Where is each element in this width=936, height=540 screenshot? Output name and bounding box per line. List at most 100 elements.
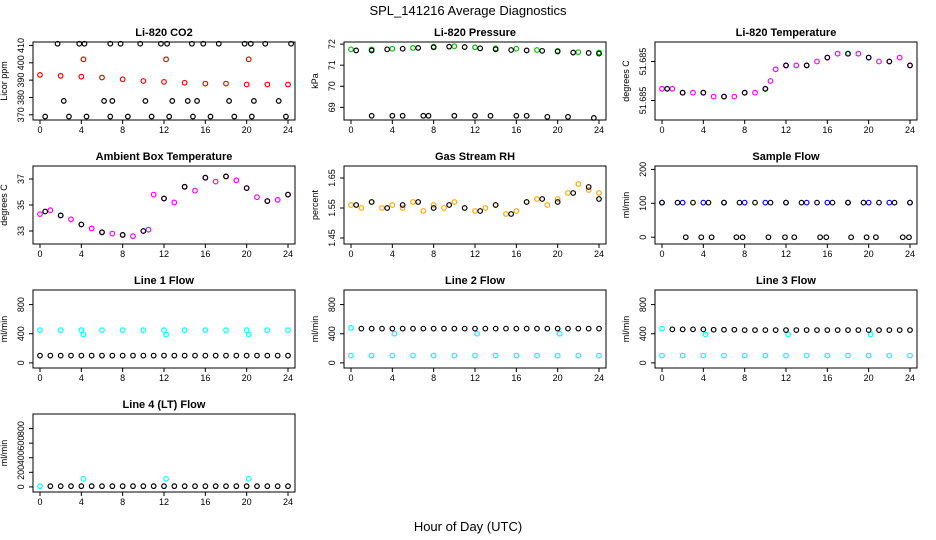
data-point xyxy=(99,327,105,333)
data-point xyxy=(585,184,592,190)
data-point xyxy=(171,483,178,490)
data-point xyxy=(425,112,432,119)
chart-panel: Ambient Box Temperature degrees C 0 4 8 12 16 2… xyxy=(0,151,296,259)
x-tick-label: 4 xyxy=(79,125,84,135)
x-tick-label: 16 xyxy=(200,497,210,507)
data-point xyxy=(145,226,152,233)
data-point xyxy=(441,325,447,332)
data-point xyxy=(474,330,480,337)
data-point xyxy=(410,325,416,332)
data-point xyxy=(124,113,131,120)
data-point xyxy=(823,234,830,241)
data-point xyxy=(119,231,126,238)
x-tick-label: 12 xyxy=(159,497,169,507)
plot-frame xyxy=(32,41,296,121)
data-point xyxy=(42,208,49,215)
data-point xyxy=(824,54,831,61)
data-point xyxy=(705,199,712,206)
data-point xyxy=(384,205,391,211)
data-point xyxy=(544,113,551,120)
x-tick-label: 4 xyxy=(390,125,395,135)
data-point xyxy=(482,325,489,332)
x-tick-label: 12 xyxy=(470,249,480,259)
data-point xyxy=(247,40,254,47)
data-point xyxy=(814,199,820,206)
figure-xlabel: Hour of Day (UTC) xyxy=(414,519,522,534)
data-point xyxy=(472,352,478,359)
data-point xyxy=(88,483,95,490)
data-point xyxy=(876,327,882,333)
data-point xyxy=(682,234,689,241)
plot-frame xyxy=(654,289,918,369)
data-point xyxy=(834,327,841,333)
data-point xyxy=(783,62,789,69)
data-point xyxy=(482,205,489,211)
x-tick-label: 24 xyxy=(283,125,293,135)
data-point xyxy=(845,327,851,333)
y-tick-label: 800 xyxy=(16,297,26,312)
data-point xyxy=(194,98,200,104)
data-point xyxy=(690,199,696,206)
data-point xyxy=(585,325,592,332)
data-point xyxy=(391,330,398,337)
data-point xyxy=(348,46,354,53)
data-point xyxy=(513,208,520,214)
data-point xyxy=(200,40,207,47)
data-point xyxy=(575,181,582,187)
data-point xyxy=(415,45,422,51)
data-point xyxy=(190,113,196,120)
data-point xyxy=(539,196,546,202)
x-tick-label: 12 xyxy=(470,373,480,383)
data-point xyxy=(275,98,282,104)
data-point xyxy=(886,58,893,65)
data-point xyxy=(867,331,874,338)
x-tick-label: 12 xyxy=(470,125,480,135)
y-tick-label: 70 xyxy=(327,81,337,91)
data-point xyxy=(710,93,717,100)
data-point xyxy=(254,352,260,359)
data-point xyxy=(659,325,665,332)
data-point xyxy=(389,325,396,332)
data-point xyxy=(80,475,87,482)
data-point xyxy=(47,207,54,214)
data-point xyxy=(420,112,427,119)
data-point xyxy=(353,47,360,54)
y-axis-label: kPa xyxy=(310,73,320,89)
data-point xyxy=(57,212,64,219)
data-point xyxy=(741,352,748,359)
y-tick-label: 0 xyxy=(638,235,648,240)
data-point xyxy=(739,234,746,241)
x-tick-label: 16 xyxy=(511,373,521,383)
data-point xyxy=(513,325,520,332)
data-point xyxy=(99,352,105,359)
x-tick-label: 4 xyxy=(701,249,706,259)
data-point xyxy=(669,326,676,333)
x-tick-label: 20 xyxy=(864,373,874,383)
data-point xyxy=(596,190,602,196)
data-point xyxy=(845,352,851,359)
y-tick-label: 100 xyxy=(638,196,648,211)
data-point xyxy=(472,325,478,332)
data-point xyxy=(410,45,416,51)
data-point xyxy=(762,327,769,333)
data-point xyxy=(99,229,105,236)
y-tick-label: 800 xyxy=(16,421,26,436)
data-point xyxy=(37,72,43,78)
data-point xyxy=(430,202,437,208)
data-point xyxy=(389,352,396,359)
panel-title: Line 3 Flow xyxy=(756,275,816,287)
data-point xyxy=(223,80,229,87)
y-tick-label: 400 xyxy=(327,326,337,341)
panel-title: Line 2 Flow xyxy=(445,275,505,287)
data-point xyxy=(865,327,872,333)
x-tick-label: 12 xyxy=(159,125,169,135)
y-tick-label: 33 xyxy=(16,226,26,236)
data-point xyxy=(140,483,147,490)
y-tick-label: 0 xyxy=(638,360,648,365)
x-tick-label: 20 xyxy=(553,125,563,135)
data-point xyxy=(886,199,893,206)
data-point xyxy=(565,325,571,332)
data-point xyxy=(803,327,810,333)
data-point xyxy=(741,327,748,333)
x-tick-label: 8 xyxy=(742,125,747,135)
